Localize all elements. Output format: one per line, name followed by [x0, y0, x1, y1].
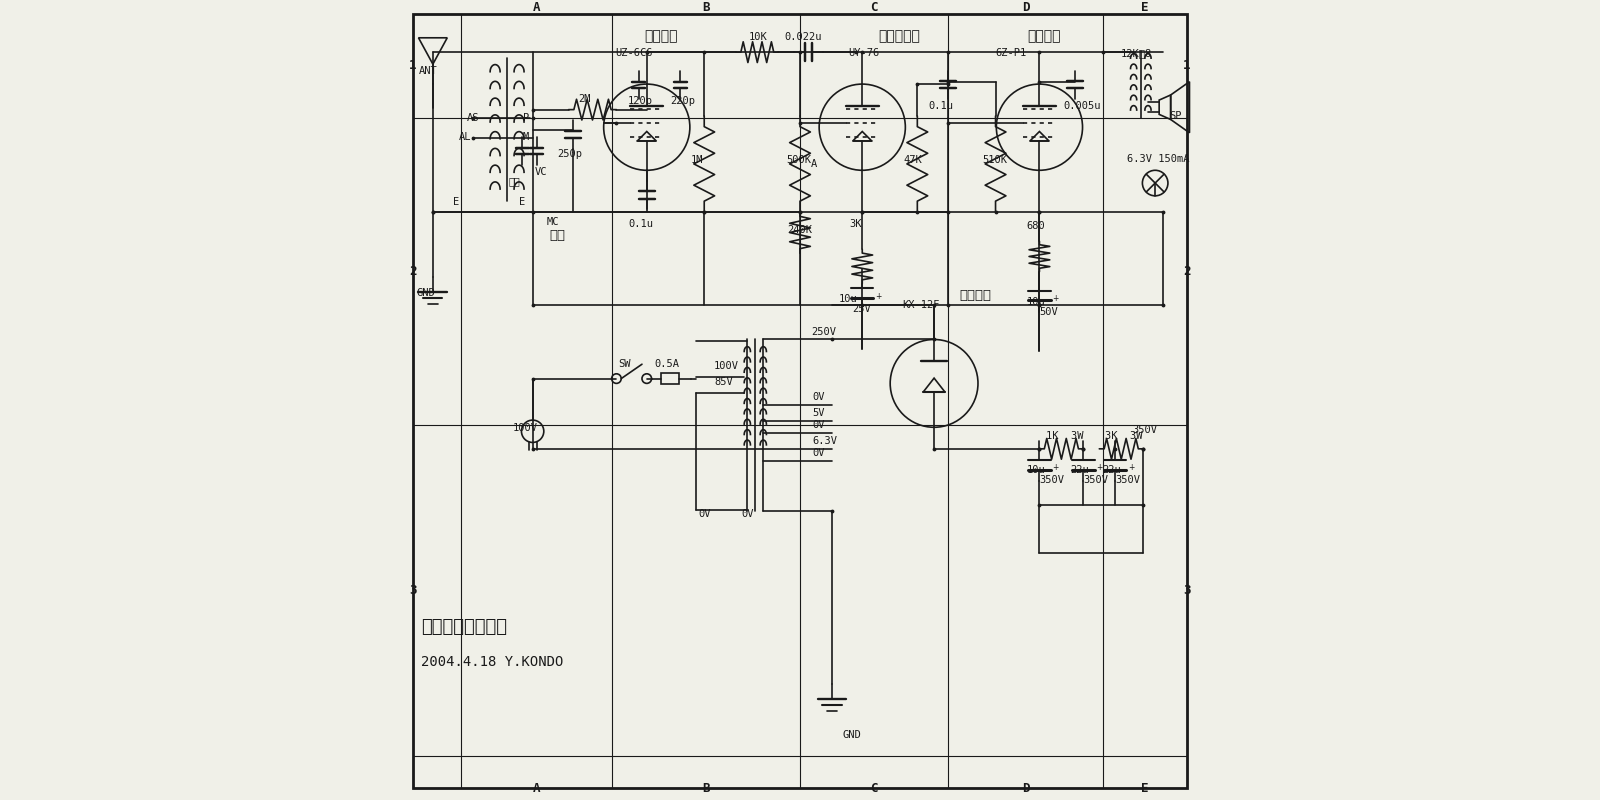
Text: +: +: [1053, 463, 1059, 473]
Text: 0V: 0V: [811, 420, 824, 430]
Text: +: +: [1128, 463, 1134, 473]
Text: AS: AS: [466, 113, 478, 122]
Text: D: D: [1022, 2, 1029, 14]
Text: 再生検波: 再生検波: [645, 29, 678, 43]
Text: 2: 2: [1184, 265, 1190, 278]
Text: 47K: 47K: [904, 155, 923, 165]
Text: E: E: [518, 198, 525, 207]
Text: 250V: 250V: [811, 326, 837, 337]
Text: 0V: 0V: [811, 448, 824, 458]
Text: 100V: 100V: [714, 361, 739, 371]
Text: 10u: 10u: [838, 294, 858, 304]
Text: 510K: 510K: [982, 155, 1006, 165]
Text: 0.5A: 0.5A: [654, 358, 680, 369]
Text: 240K: 240K: [787, 225, 813, 234]
Text: 0V: 0V: [742, 509, 754, 518]
Text: 350V: 350V: [1115, 475, 1141, 485]
Text: 22u: 22u: [1102, 465, 1122, 474]
Text: 0V: 0V: [699, 509, 710, 518]
Text: 0V: 0V: [811, 392, 824, 402]
Text: +: +: [875, 292, 882, 301]
Text: MC: MC: [547, 218, 560, 227]
Text: P: P: [523, 113, 530, 122]
Text: 戦後型並４回路図: 戦後型並４回路図: [421, 618, 507, 636]
Text: +: +: [1096, 463, 1102, 473]
Text: C: C: [870, 782, 877, 794]
Text: 25V: 25V: [851, 303, 870, 314]
Text: GND: GND: [418, 287, 435, 298]
Text: 2004.4.18 Y.KONDO: 2004.4.18 Y.KONDO: [421, 655, 563, 669]
Text: 0.022u: 0.022u: [784, 32, 821, 42]
Text: 3K: 3K: [850, 219, 862, 229]
Text: SW: SW: [618, 358, 630, 369]
Text: +: +: [1053, 294, 1059, 303]
Text: 同調: 同調: [509, 176, 520, 186]
Text: 1M: 1M: [691, 155, 702, 165]
Text: 10u: 10u: [1027, 465, 1045, 474]
Text: B: B: [702, 2, 710, 14]
Text: 0.1u: 0.1u: [928, 101, 954, 111]
Text: 5V: 5V: [811, 408, 824, 418]
Text: 2M: 2M: [578, 94, 590, 104]
Text: 0.1u: 0.1u: [629, 219, 653, 229]
Text: 3K  3W: 3K 3W: [1106, 431, 1142, 442]
Text: 1: 1: [410, 59, 416, 72]
Text: UY-76: UY-76: [848, 48, 878, 58]
Text: SP: SP: [1170, 111, 1182, 122]
Text: 電力増幅: 電力増幅: [1027, 29, 1061, 43]
Text: 再生: 再生: [549, 229, 565, 242]
Text: UZ-6C6: UZ-6C6: [614, 48, 653, 58]
Text: 680: 680: [1027, 221, 1045, 230]
Text: 低周波増幅: 低周波増幅: [878, 29, 920, 43]
Text: M: M: [523, 132, 530, 142]
Text: C: C: [870, 2, 877, 14]
Text: 3: 3: [410, 584, 416, 597]
Text: KX-12F: KX-12F: [902, 299, 939, 310]
Text: E: E: [1141, 2, 1149, 14]
Text: GND: GND: [842, 730, 861, 740]
Text: E: E: [453, 198, 459, 207]
Text: 22u: 22u: [1070, 465, 1090, 474]
Text: 350V: 350V: [1133, 425, 1157, 435]
Text: 500K: 500K: [787, 155, 811, 165]
Text: 2: 2: [410, 265, 416, 278]
Text: 0.005u: 0.005u: [1064, 101, 1101, 111]
Text: 85V: 85V: [715, 377, 733, 387]
Text: 1K  3W: 1K 3W: [1046, 431, 1083, 442]
Text: 10u: 10u: [1027, 297, 1045, 307]
Bar: [661, 373, 678, 384]
Text: 120p: 120p: [627, 96, 653, 106]
Text: A: A: [533, 2, 541, 14]
Text: 350V: 350V: [1040, 475, 1064, 485]
Text: 250p: 250p: [557, 149, 582, 158]
Text: 12K：8: 12K：8: [1122, 48, 1152, 58]
Text: 100V: 100V: [512, 423, 538, 434]
Text: 10K: 10K: [749, 32, 768, 42]
Text: AL: AL: [459, 132, 470, 142]
Text: 6Z-P1: 6Z-P1: [995, 48, 1027, 58]
Text: 3: 3: [1184, 584, 1190, 597]
Text: D: D: [1022, 782, 1029, 794]
Text: 350V: 350V: [1083, 475, 1109, 485]
Text: A: A: [533, 782, 541, 794]
Text: A: A: [810, 159, 816, 169]
Text: E: E: [1141, 782, 1149, 794]
Text: 6.3V 150mA: 6.3V 150mA: [1128, 154, 1190, 163]
Text: VC: VC: [534, 167, 547, 177]
Text: 220p: 220p: [670, 96, 694, 106]
Text: 50V: 50V: [1040, 306, 1058, 317]
Text: B: B: [702, 782, 710, 794]
Text: 1: 1: [1184, 59, 1190, 72]
Text: 半波整流: 半波整流: [960, 289, 992, 302]
Text: 6.3V: 6.3V: [811, 436, 837, 446]
Text: ANT: ANT: [419, 66, 437, 76]
